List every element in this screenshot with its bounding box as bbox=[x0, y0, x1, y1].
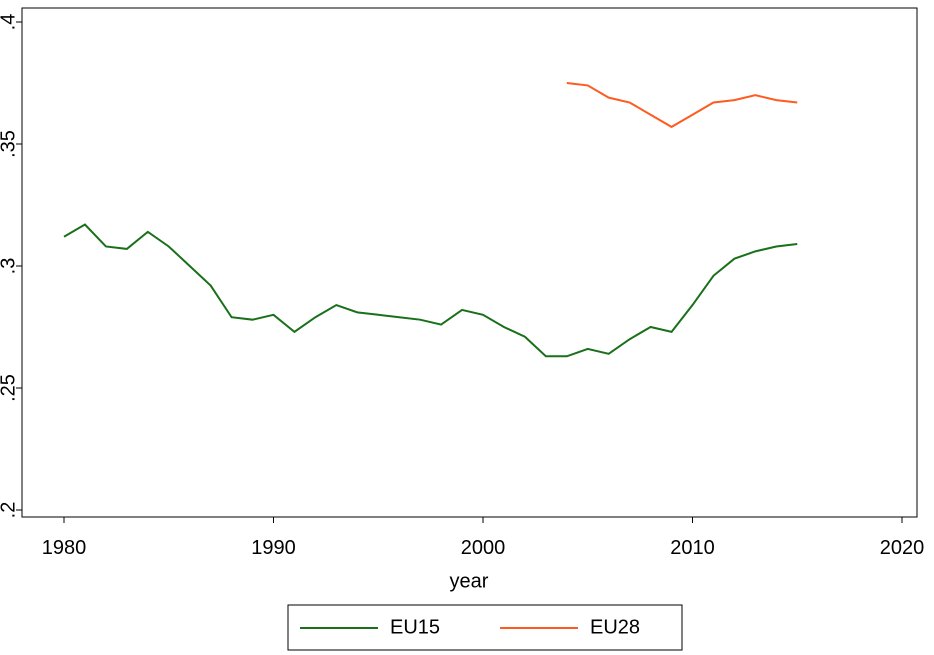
series-line bbox=[63, 223, 798, 358]
y-tick-label: .3 bbox=[0, 258, 19, 275]
x-tick-label: 2020 bbox=[880, 537, 925, 559]
y-tick-label: .25 bbox=[0, 374, 19, 402]
y-tick-label: .4 bbox=[0, 14, 19, 31]
plot-frame bbox=[21, 7, 918, 518]
y-tick-label: .2 bbox=[0, 502, 19, 519]
x-axis-label: year bbox=[450, 570, 489, 592]
y-tick-label: .35 bbox=[0, 130, 19, 158]
legend-label: EU15 bbox=[390, 616, 440, 638]
legend-label: EU28 bbox=[590, 616, 640, 638]
x-tick-label: 2000 bbox=[461, 537, 506, 559]
x-tick-label: 2010 bbox=[670, 537, 715, 559]
x-tick-label: 1990 bbox=[251, 537, 296, 559]
x-tick-label: 1980 bbox=[42, 537, 87, 559]
series-line bbox=[566, 82, 798, 129]
